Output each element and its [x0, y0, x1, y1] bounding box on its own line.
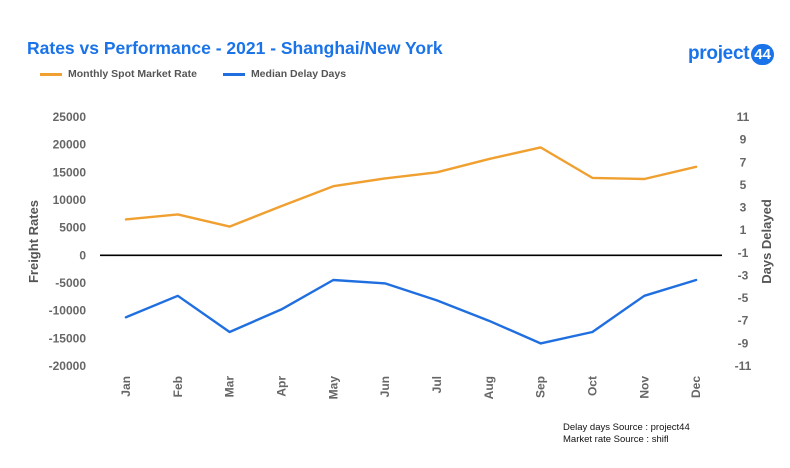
legend-swatch-spot-rate — [40, 72, 62, 76]
right-tick-label: -5 — [738, 291, 749, 305]
right-tick-label: 1 — [740, 223, 747, 237]
delay-days-line — [124, 278, 698, 345]
left-tick-label: -5000 — [55, 276, 86, 290]
left-tick-label: -15000 — [49, 331, 87, 345]
right-tick-label: 3 — [740, 201, 747, 215]
left-tick-label: 10000 — [53, 193, 87, 207]
right-tick-label: -11 — [735, 359, 752, 373]
right-axis-title: Days Delayed — [759, 199, 774, 284]
left-tick-label: 20000 — [53, 138, 87, 152]
chart-title: Rates vs Performance - 2021 - Shanghai/N… — [27, 38, 443, 58]
x-axis-ticks: Jan Feb Mar Apr May Jun Jul Aug Sep Oct Nov Dec — [119, 376, 703, 400]
left-tick-label: 25000 — [53, 110, 87, 124]
right-tick-label: -7 — [738, 314, 749, 328]
x-tick-label: Aug — [482, 376, 496, 399]
x-tick-label: May — [326, 376, 340, 400]
left-tick-label: 5000 — [59, 221, 86, 235]
x-tick-label: Feb — [171, 376, 185, 397]
series-lines — [124, 146, 698, 345]
left-tick-label: 0 — [79, 248, 86, 262]
left-tick-label: -20000 — [49, 359, 87, 373]
x-tick-label: Jul — [430, 376, 444, 393]
x-tick-label: Sep — [534, 376, 548, 398]
right-tick-label: -9 — [738, 336, 749, 350]
right-tick-label: 11 — [737, 110, 750, 124]
source-note-rate: Market rate Source : shifl — [563, 434, 669, 445]
x-tick-label: Jun — [378, 376, 392, 397]
logo-badge: 44 — [751, 43, 774, 65]
spot-rate-line — [124, 146, 698, 228]
legend-label-delay-days: Median Delay Days — [250, 68, 347, 80]
x-tick-label: Nov — [637, 376, 651, 399]
right-tick-label: -1 — [738, 246, 749, 260]
left-axis-ticks: 25000 20000 15000 10000 5000 0 -5000 -10000 -150… — [49, 110, 87, 373]
left-axis-title: Freight Rates — [26, 200, 41, 283]
right-tick-label: 7 — [740, 155, 747, 169]
left-tick-label: -10000 — [49, 304, 87, 318]
x-tick-label: Apr — [274, 376, 288, 397]
legend: Monthly Spot Market Rate Median Delay Da… — [40, 68, 372, 80]
legend-label-spot-rate: Monthly Spot Market Rate — [68, 68, 197, 80]
legend-item-spot-rate: Monthly Spot Market Rate — [40, 68, 197, 80]
x-tick-label: Mar — [223, 376, 237, 398]
logo-text: project — [688, 43, 750, 64]
x-tick-label: Oct — [585, 376, 599, 396]
left-tick-label: 15000 — [53, 165, 87, 179]
right-tick-label: 9 — [740, 133, 747, 147]
right-tick-label: 5 — [740, 178, 747, 192]
legend-item-delay-days: Median Delay Days — [222, 68, 347, 80]
project44-logo: project 44 — [688, 39, 774, 69]
source-notes: Delay days Source : project44 Market rat… — [563, 422, 690, 446]
right-axis-ticks: 11 9 7 5 3 1 -1 -3 -5 -7 -9 -11 — [735, 110, 752, 373]
source-note-delay: Delay days Source : project44 — [563, 422, 690, 433]
x-tick-label: Jan — [119, 376, 133, 397]
x-tick-label: Dec — [689, 376, 703, 398]
right-tick-label: -3 — [738, 268, 749, 282]
legend-swatch-delay-days — [222, 72, 245, 76]
